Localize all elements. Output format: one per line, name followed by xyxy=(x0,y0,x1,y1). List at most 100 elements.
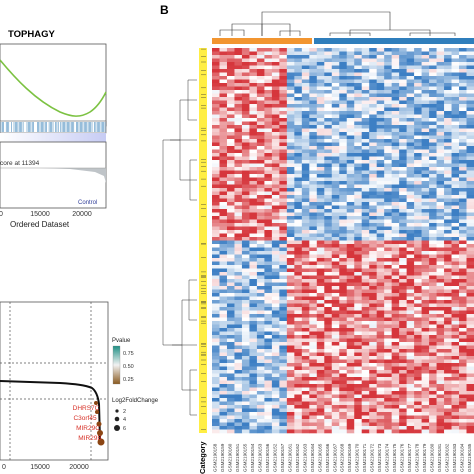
heatmap-cell xyxy=(256,296,265,301)
heatmap-cell xyxy=(391,275,400,280)
heatmap-cell xyxy=(226,261,235,266)
heatmap-cell xyxy=(376,195,385,199)
heatmap-cell xyxy=(234,198,243,203)
heatmap-cell xyxy=(324,282,333,287)
heatmap-cell xyxy=(421,104,430,108)
heatmap-cell xyxy=(331,286,340,290)
heatmap-cell xyxy=(391,384,400,388)
heatmap-cell xyxy=(234,93,243,98)
heatmap-cell xyxy=(406,405,415,409)
heatmap-cell xyxy=(391,223,400,227)
heatmap-cell xyxy=(436,160,445,164)
heatmap-cell xyxy=(264,349,273,353)
heatmap-cell xyxy=(264,65,273,70)
heatmap-cell xyxy=(331,258,340,262)
heatmap-cell xyxy=(436,153,445,157)
heatmap-cell xyxy=(316,429,325,434)
heatmap-cell xyxy=(271,58,280,63)
heatmap-cell xyxy=(444,184,452,189)
heatmap-cell xyxy=(339,370,348,374)
heatmap-cell xyxy=(309,314,318,318)
heatmap-cell xyxy=(466,265,474,269)
heatmap-cell xyxy=(451,289,460,294)
heatmap-cell xyxy=(346,198,355,203)
heatmap-cell xyxy=(346,289,355,294)
heatmap-cell xyxy=(346,254,355,259)
heatmap-cell xyxy=(226,286,235,290)
heatmap-cell xyxy=(264,289,273,294)
heatmap-cell xyxy=(429,373,437,378)
heatmap-cell xyxy=(466,216,474,220)
heatmap-cell xyxy=(339,93,348,98)
heatmap-cell xyxy=(324,398,333,402)
heatmap-cell xyxy=(346,405,355,409)
heatmap-cell xyxy=(256,359,265,364)
heatmap-cell xyxy=(316,76,325,80)
heatmap-cell xyxy=(324,153,333,157)
heatmap-cell xyxy=(219,356,228,360)
heatmap-cell xyxy=(249,412,258,416)
heatmap-cell xyxy=(309,121,318,126)
heatmap-cell xyxy=(451,408,460,413)
heatmap-cell xyxy=(212,167,220,171)
heatmap-cell xyxy=(264,223,273,227)
heatmap-cell xyxy=(226,391,235,395)
heatmap-cell xyxy=(309,429,318,434)
heatmap-cell xyxy=(346,300,355,304)
heatmap-cell xyxy=(399,195,407,199)
heatmap-cell xyxy=(234,58,243,63)
heatmap-cell xyxy=(309,366,318,371)
heatmap-cell xyxy=(406,125,415,129)
heatmap-cell xyxy=(264,97,273,101)
heatmap-cell xyxy=(331,149,340,154)
heatmap-cell xyxy=(399,331,407,336)
heatmap-cell xyxy=(256,328,265,332)
heatmap-cell xyxy=(376,286,385,290)
heatmap-cell xyxy=(331,387,340,392)
heatmap-cell xyxy=(264,342,273,346)
heatmap-cell xyxy=(391,237,400,241)
heatmap-cell xyxy=(346,415,355,420)
heatmap-cell xyxy=(339,412,348,416)
heatmap-cell xyxy=(309,62,318,66)
heatmap-cell xyxy=(399,51,407,56)
heatmap-cell xyxy=(226,209,235,213)
heatmap-cell xyxy=(264,331,273,336)
heatmap-cell xyxy=(399,394,407,399)
heatmap-cell xyxy=(241,114,250,119)
heatmap-cell xyxy=(339,363,348,367)
heatmap-cell xyxy=(391,76,400,80)
heatmap-cell xyxy=(444,307,452,311)
heatmap-cell xyxy=(264,275,273,280)
heatmap-cell xyxy=(286,188,295,192)
heatmap-cell xyxy=(279,104,288,108)
heatmap-cell xyxy=(324,237,333,241)
heatmap-cell xyxy=(219,205,228,210)
heatmap-cell xyxy=(369,107,377,112)
heatmap-cell xyxy=(301,373,310,378)
heatmap-cell xyxy=(212,181,220,185)
heatmap-cell xyxy=(234,205,243,210)
heatmap-cell xyxy=(421,65,430,70)
heatmap-cell xyxy=(294,72,303,77)
heatmap-cell xyxy=(286,240,295,245)
heatmap-cell xyxy=(451,191,460,196)
heatmap-cell xyxy=(286,146,295,150)
heatmap-cell xyxy=(339,380,348,385)
heatmap-cell xyxy=(294,132,303,136)
heatmap-cell xyxy=(264,69,273,73)
heatmap-cell xyxy=(339,181,348,185)
heatmap-cell xyxy=(406,212,415,217)
heatmap-cell xyxy=(271,121,280,126)
heatmap-cell xyxy=(256,83,265,87)
rank-point xyxy=(95,410,99,414)
heatmap-cell xyxy=(301,209,310,213)
heatmap-cell xyxy=(354,247,363,252)
heatmap-cell xyxy=(324,349,333,353)
heatmap-cell xyxy=(316,118,325,122)
heatmap-cell xyxy=(436,387,445,392)
heatmap-cell xyxy=(271,163,280,168)
heatmap-cell xyxy=(429,258,437,262)
heatmap-cell xyxy=(361,135,370,140)
heatmap-cell xyxy=(294,125,303,129)
